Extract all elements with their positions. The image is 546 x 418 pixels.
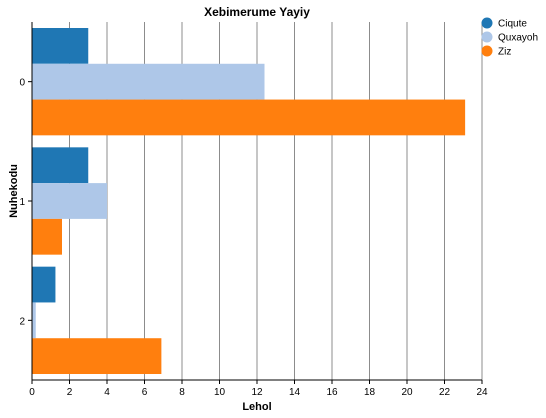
legend-marker-ciqute: [481, 17, 493, 29]
x-tick-label: 20: [401, 387, 413, 398]
x-tick-label: 12: [251, 387, 263, 398]
legend-label-quxayoh: Quxayoh: [498, 33, 538, 44]
x-tick-label: 10: [214, 387, 226, 398]
chart-title: Xebimerume Yayiy: [204, 5, 310, 19]
bars: [32, 28, 466, 374]
y-tick-label: 0: [19, 78, 25, 89]
legend-label-ziz: Ziz: [498, 47, 511, 58]
bar-quxayoh-2: [32, 302, 36, 339]
bar-quxayoh-1: [32, 183, 107, 219]
x-tick-label: 2: [67, 387, 73, 398]
legend-label-ciqute: Ciqute: [498, 19, 527, 30]
y-axis-title: Nuhekodu: [8, 164, 20, 218]
x-tick-label: 18: [364, 387, 376, 398]
x-tick-label: 24: [476, 387, 488, 398]
legend-marker-ziz: [481, 45, 493, 57]
x-tick-label: 6: [142, 387, 148, 398]
bar-ziz-2: [32, 338, 162, 374]
x-tick-label: 22: [439, 387, 451, 398]
y-tick-label: 2: [19, 316, 25, 327]
bar-ziz-1: [32, 218, 62, 255]
x-tick-label: 4: [104, 387, 110, 398]
legend: Ciqute Quxayoh Ziz: [481, 17, 538, 58]
bar-ciqute-1: [32, 147, 89, 184]
bar-ciqute-0: [32, 28, 89, 64]
bar-ziz-0: [32, 99, 466, 136]
bar-ciqute-2: [32, 266, 56, 303]
x-axis-title: Lehol: [242, 401, 271, 413]
bar-quxayoh-0: [32, 63, 265, 100]
x-tick-label: 0: [29, 387, 35, 398]
y-tick-label: 1: [19, 197, 25, 208]
legend-marker-quxayoh: [481, 31, 493, 43]
x-tick-label: 16: [326, 387, 338, 398]
x-tick-label: 14: [289, 387, 301, 398]
x-tick-label: 8: [179, 387, 185, 398]
